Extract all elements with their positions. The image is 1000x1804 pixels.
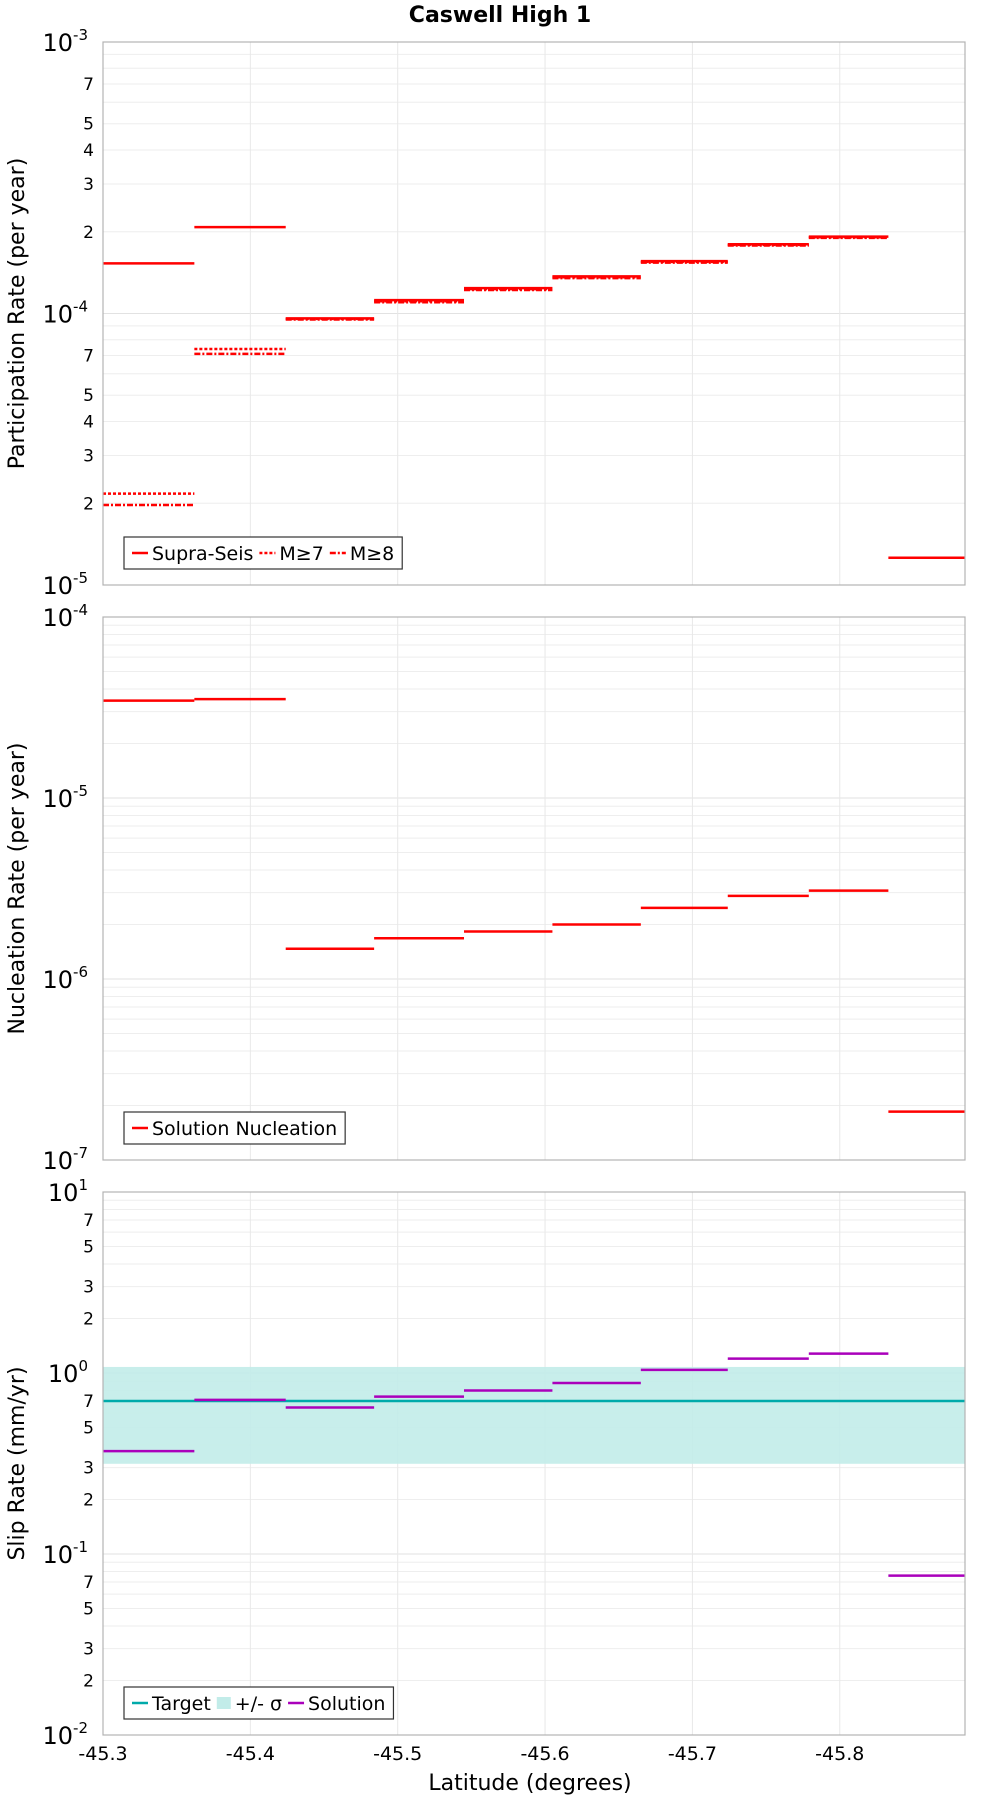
- y-tick-label: 10-4: [42, 601, 88, 632]
- plot-frame: [102, 616, 966, 1161]
- y-minor-tick-label: 7: [83, 1573, 94, 1593]
- y-tick-label: 10-5: [42, 782, 88, 813]
- y-minor-tick-label: 2: [83, 494, 94, 514]
- y-minor-tick-label: 2: [83, 1672, 94, 1692]
- y-tick-label: 100: [48, 1357, 88, 1388]
- y-axis-label: Nucleation Rate (per year): [5, 743, 30, 1035]
- y-minor-tick-label: 7: [83, 1392, 94, 1412]
- x-tick-label: -45.4: [226, 1743, 275, 1765]
- y-minor-tick-label: 2: [83, 1310, 94, 1330]
- legend-label-m-8: M≥8: [350, 543, 394, 565]
- x-tick-label: -45.3: [78, 1743, 127, 1765]
- y-minor-tick-label: 3: [83, 1640, 94, 1660]
- y-axis-label: Participation Rate (per year): [5, 158, 30, 470]
- plot-frame: [102, 41, 966, 586]
- legend-label-m-7: M≥7: [279, 543, 323, 565]
- y-minor-tick-label: 3: [83, 1278, 94, 1298]
- participation-rate-panel: 10-5 10-4 10-3 2 3 4 5 7 2 3 4 5 7 Participation Rate…: [5, 26, 966, 600]
- plot-area: [103, 617, 965, 1160]
- plot-frame: [102, 1191, 966, 1736]
- legend-label-solution: Solution: [308, 1693, 385, 1715]
- y-minor-tick-label: 7: [83, 347, 94, 367]
- legend: Solution Nucleation: [123, 1111, 346, 1145]
- y-minor-tick-label: 4: [83, 413, 94, 433]
- y-tick-label: 10-2: [42, 1719, 88, 1750]
- x-tick-label: -45.8: [815, 1743, 864, 1765]
- chart-title: Caswell High 1: [409, 3, 591, 28]
- y-tick-label: 10-1: [42, 1538, 88, 1569]
- y-minor-tick-label: 7: [83, 75, 94, 95]
- sigma-band: [103, 1366, 965, 1464]
- y-minor-tick-label: 5: [83, 1237, 94, 1257]
- y-minor-tick-label: 5: [83, 115, 94, 135]
- x-tick-label: -45.5: [373, 1743, 422, 1765]
- y-minor-tick-label: 3: [83, 175, 94, 195]
- nucleation-rate-panel: 10-7 10-6 10-5 10-4 Nucleation Rate (per yea…: [5, 601, 966, 1175]
- y-minor-tick-label: 2: [83, 223, 94, 243]
- y-tick-label: 10-4: [42, 298, 88, 329]
- x-axis-label: Latitude (degrees): [428, 1771, 631, 1796]
- y-minor-tick-label: 5: [83, 386, 94, 406]
- y-axis-label: Slip Rate (mm/yr): [5, 1366, 30, 1560]
- y-minor-tick-label: 5: [83, 1418, 94, 1438]
- legend-swatch-sigma: [216, 1697, 231, 1709]
- y-tick-label: 10-7: [42, 1144, 88, 1175]
- y-minor-tick-label: 5: [83, 1599, 94, 1619]
- y-tick-label: 10-5: [42, 569, 88, 600]
- legend-label-solution-nucleation: Solution Nucleation: [152, 1118, 337, 1140]
- legend-label-sigma: +/- σ: [235, 1693, 282, 1715]
- y-minor-tick-label: 3: [83, 446, 94, 466]
- y-minor-tick-label: 7: [83, 1211, 94, 1231]
- legend-label-supra-seis: Supra-Seis: [152, 543, 253, 565]
- y-tick-label: 10-6: [42, 963, 88, 994]
- y-tick-label: 10-3: [42, 26, 88, 57]
- x-tick-label: -45.7: [668, 1743, 717, 1765]
- y-minor-tick-label: 3: [83, 1459, 94, 1479]
- legend-box: [123, 536, 403, 570]
- legend: Target +/- σ Solution: [123, 1686, 395, 1720]
- slip-rate-panel: 10-2 10-1 100 101 2 3 5 7 2 3 5 7 2 3 5 7 Slip Rate (mm/…: [5, 1176, 966, 1765]
- x-tick-label: -45.6: [520, 1743, 569, 1765]
- legend-box: [123, 1686, 395, 1720]
- legend-label-target: Target: [151, 1693, 211, 1715]
- y-minor-tick-label: 2: [83, 1491, 94, 1511]
- y-minor-tick-label: 4: [83, 141, 94, 161]
- y-tick-label: 101: [48, 1176, 88, 1207]
- legend-box: [123, 1111, 346, 1145]
- legend: Supra-Seis M≥7 M≥8: [123, 536, 403, 570]
